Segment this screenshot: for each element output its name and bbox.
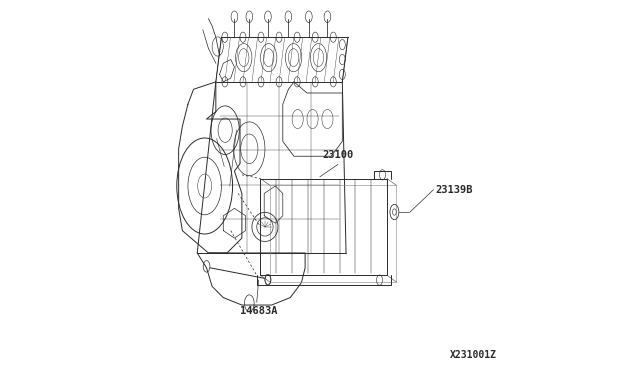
Text: 14683A: 14683A: [240, 306, 278, 316]
Text: 23100: 23100: [322, 150, 353, 160]
Text: X231001Z: X231001Z: [450, 350, 497, 360]
Text: 23139B: 23139B: [435, 185, 473, 195]
